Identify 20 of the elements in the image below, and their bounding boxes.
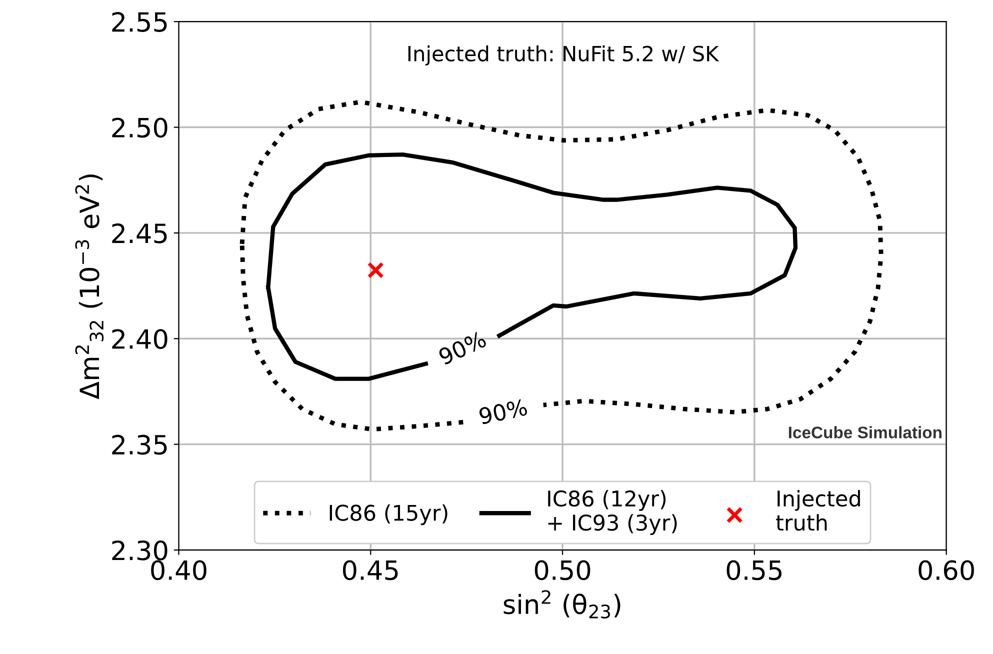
annotation: IceCube Simulation	[788, 426, 942, 438]
y-tick-label: 2.35	[112, 434, 167, 455]
legend-label: IC86 (12yr) + IC93 (3yr)	[548, 490, 677, 535]
y-tick-label: 2.55	[112, 12, 167, 32]
y-tick-label: 2.45	[112, 223, 167, 244]
x-tick-label: 0.40	[151, 560, 206, 580]
annotation: 90%	[438, 330, 488, 366]
y-tick-label: 2.30	[112, 540, 168, 560]
annotation: 90%	[478, 398, 528, 425]
y-tick-label: 2.40	[112, 329, 168, 350]
x-tick-label: 0.55	[726, 560, 782, 580]
x-axis-title: sin$^{2}$ (θ$_{23}$)	[504, 590, 620, 618]
legend-label: IC86 (15yr)	[330, 504, 448, 526]
legend-label: Injected truth	[776, 490, 860, 531]
y-axis-title: Δm$^{2}$$_{32}$ (10$^{−3}$ eV$^{2}$)	[75, 174, 104, 400]
y-tick-label: 2.50	[112, 118, 168, 138]
x-tick-label: 0.60	[918, 560, 974, 580]
x-tick-label: 0.50	[534, 560, 590, 580]
annotation: Injected truth: NuFit 5.2 w/ SK	[408, 45, 720, 66]
x-tick-label: 0.45	[343, 560, 398, 580]
